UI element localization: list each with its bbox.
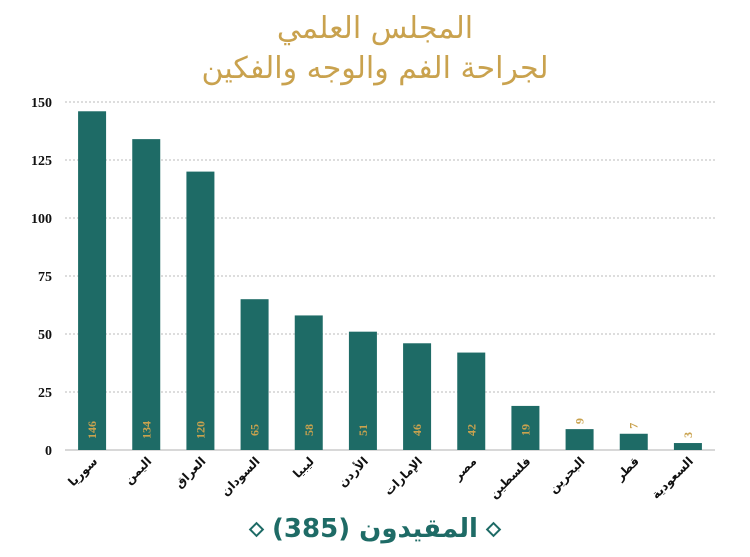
x-tick-label: العراق — [172, 454, 209, 491]
x-tick-label: قطر — [612, 454, 642, 484]
y-tick-label: 100 — [31, 212, 52, 227]
y-tick-label: 50 — [38, 328, 52, 343]
bar — [240, 299, 269, 450]
chart-title-line2: لجراحة الفم والوجه والفكين — [201, 51, 549, 86]
x-tick-label: الإمارات — [381, 454, 425, 498]
bar — [457, 352, 486, 450]
bar — [186, 171, 215, 450]
data-label: 42 — [464, 424, 478, 436]
bar — [132, 139, 161, 450]
y-tick-label: 125 — [31, 154, 52, 169]
x-tick-label: مصر — [450, 454, 479, 483]
x-tick-label: اليمن — [122, 454, 155, 487]
x-tick-label: البحرين — [546, 454, 588, 496]
x-tick-label: ليبيا — [290, 454, 317, 481]
diamond-icon — [248, 521, 265, 538]
y-tick-label: 25 — [38, 386, 52, 401]
data-label: 120 — [193, 421, 207, 439]
x-tick-label: السعودية — [649, 454, 697, 502]
bar — [673, 443, 702, 450]
diamond-icon — [485, 521, 502, 538]
data-label: 3 — [681, 432, 695, 438]
y-tick-label: 75 — [38, 270, 52, 285]
x-tick-label: السودان — [218, 454, 263, 499]
data-label: 46 — [410, 424, 424, 436]
bar — [565, 429, 594, 450]
footer-total: المقيدون (385) — [0, 514, 750, 544]
bar — [294, 315, 323, 450]
data-label: 65 — [248, 424, 262, 436]
bar — [403, 343, 432, 450]
data-label: 9 — [573, 418, 587, 424]
data-label: 146 — [85, 421, 99, 439]
x-tick-label: سوريا — [65, 454, 101, 490]
y-tick-label: 0 — [45, 444, 52, 459]
data-label: 134 — [139, 421, 153, 439]
data-label: 51 — [356, 424, 370, 436]
y-tick-label: 150 — [31, 96, 52, 111]
x-tick-label: فلسطين — [487, 454, 534, 501]
data-label: 58 — [302, 424, 316, 436]
x-tick-label: الأردن — [335, 454, 371, 490]
data-label: 19 — [518, 424, 532, 436]
data-label: 7 — [627, 423, 641, 429]
bar — [348, 331, 377, 450]
footer-text: المقيدون (385) — [272, 514, 478, 544]
bar — [511, 405, 540, 450]
bar — [78, 111, 107, 450]
chart-title-line1: المجلس العلمي — [276, 11, 474, 46]
bar — [619, 433, 648, 450]
